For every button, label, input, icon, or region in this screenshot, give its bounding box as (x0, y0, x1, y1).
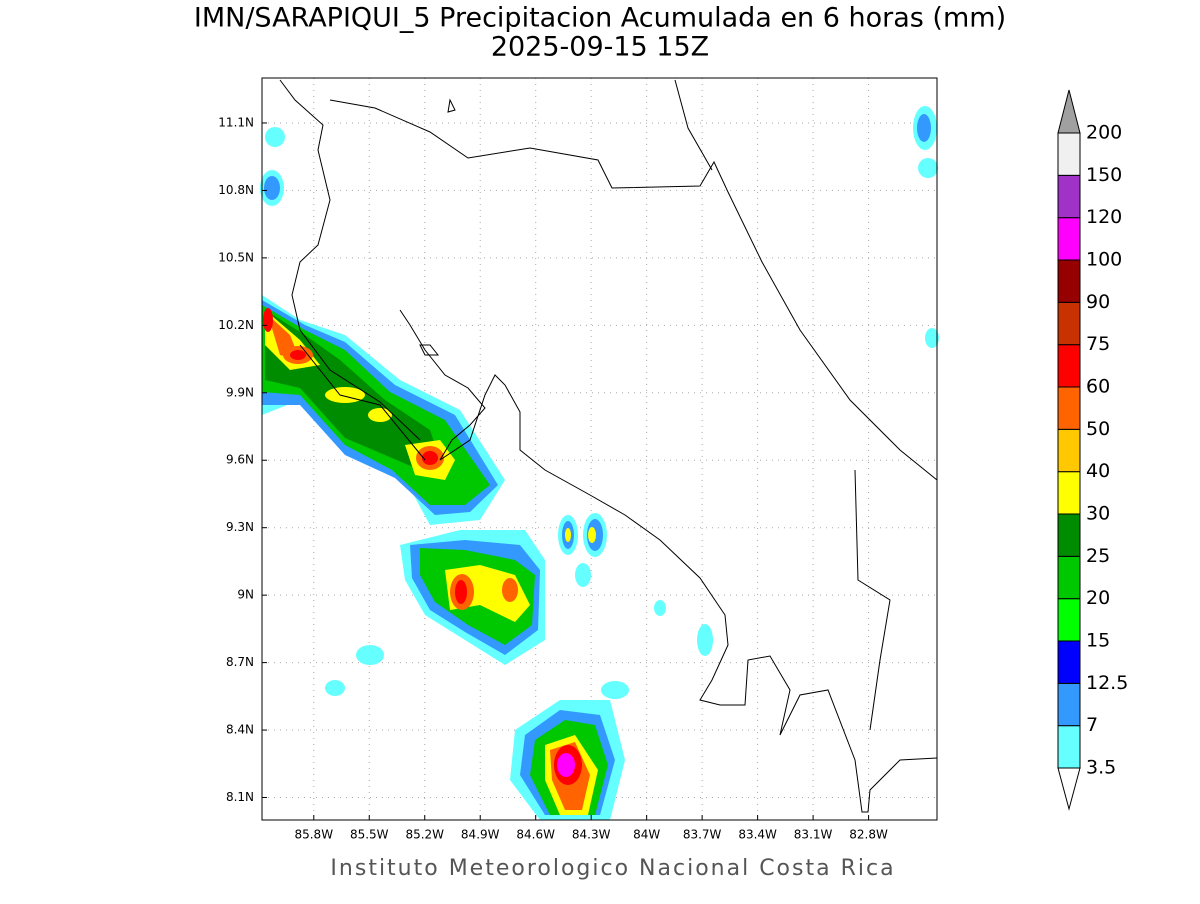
y-tick-label: 9N (237, 588, 254, 602)
colorbar-bin (1057, 174, 1081, 219)
colorbar-bin (1057, 513, 1081, 557)
precipitation-field (260, 106, 939, 820)
colorbar-under (1057, 767, 1081, 811)
y-tick-label: 8.4N (226, 723, 254, 737)
colorbar-bin (1057, 555, 1081, 600)
colorbar-label: 150 (1086, 164, 1122, 186)
colorbar-label: 40 (1086, 460, 1110, 482)
colorbar-label: 20 (1086, 587, 1110, 609)
y-tick-label: 8.1N (226, 790, 254, 804)
x-tick-label: 84.6W (516, 828, 555, 842)
title: IMN/SARAPIQUI_5 Precipitacion Acumulada … (194, 3, 1006, 34)
x-tick-label: 84.9W (461, 828, 500, 842)
y-tick-label: 10.2N (218, 318, 254, 332)
colorbar-label: 7 (1086, 714, 1098, 736)
colorbar-label: 100 (1086, 249, 1122, 271)
x-tick-label: 83.4W (738, 828, 777, 842)
colorbar-bin (1057, 132, 1081, 176)
colorbar-bin (1057, 428, 1081, 473)
map-area (260, 77, 939, 821)
colorbar-bin (1057, 344, 1081, 388)
map-frame (261, 77, 938, 821)
x-tick-label: 85.8W (294, 828, 333, 842)
colorbar-label: 12.5 (1086, 672, 1128, 694)
y-tick-label: 8.7N (226, 655, 254, 669)
x-tick-label: 84W (633, 828, 660, 842)
y-tick-label: 10.8N (218, 183, 254, 197)
colorbar-bin (1057, 217, 1081, 261)
colorbar-over (1057, 89, 1081, 134)
y-tick-label: 10.5N (218, 250, 254, 264)
colorbar-label: 120 (1086, 206, 1122, 228)
colorbar-label: 200 (1086, 122, 1122, 144)
colorbar-label: 30 (1086, 503, 1110, 525)
x-tick-label: 83.1W (794, 828, 833, 842)
y-tick-label: 9.6N (226, 453, 254, 467)
x-tick-label: 85.5W (350, 828, 389, 842)
colorbar-bin (1057, 725, 1081, 769)
colorbar-label: 60 (1086, 376, 1110, 398)
x-tick-label: 82.8W (849, 828, 888, 842)
colorbar-label: 15 (1086, 630, 1110, 652)
colorbar-bin (1057, 259, 1081, 303)
x-tick-label: 84.3W (572, 828, 611, 842)
colorbar-bin (1057, 640, 1081, 684)
credit: Instituto Meteorologico Nacional Costa R… (330, 856, 895, 881)
subtitle: 2025-09-15 15Z (491, 32, 709, 63)
colorbar-bin (1057, 301, 1081, 346)
colorbar-label: 75 (1086, 333, 1110, 355)
colorbar-bin (1057, 598, 1081, 642)
colorbar-label: 50 (1086, 418, 1110, 440)
colorbar-label: 3.5 (1086, 757, 1116, 779)
y-tick-label: 9.3N (226, 520, 254, 534)
y-tick-label: 11.1N (218, 115, 254, 129)
y-tick-label: 9.9N (226, 385, 254, 399)
colorbar-bin (1057, 471, 1081, 515)
x-tick-label: 85.2W (405, 828, 444, 842)
colorbar-bin (1057, 682, 1081, 727)
x-tick-label: 83.7W (683, 828, 722, 842)
colorbar-bin (1057, 386, 1081, 430)
coastline (279, 79, 938, 813)
colorbar-label: 90 (1086, 291, 1110, 313)
colorbar-label: 25 (1086, 545, 1110, 567)
